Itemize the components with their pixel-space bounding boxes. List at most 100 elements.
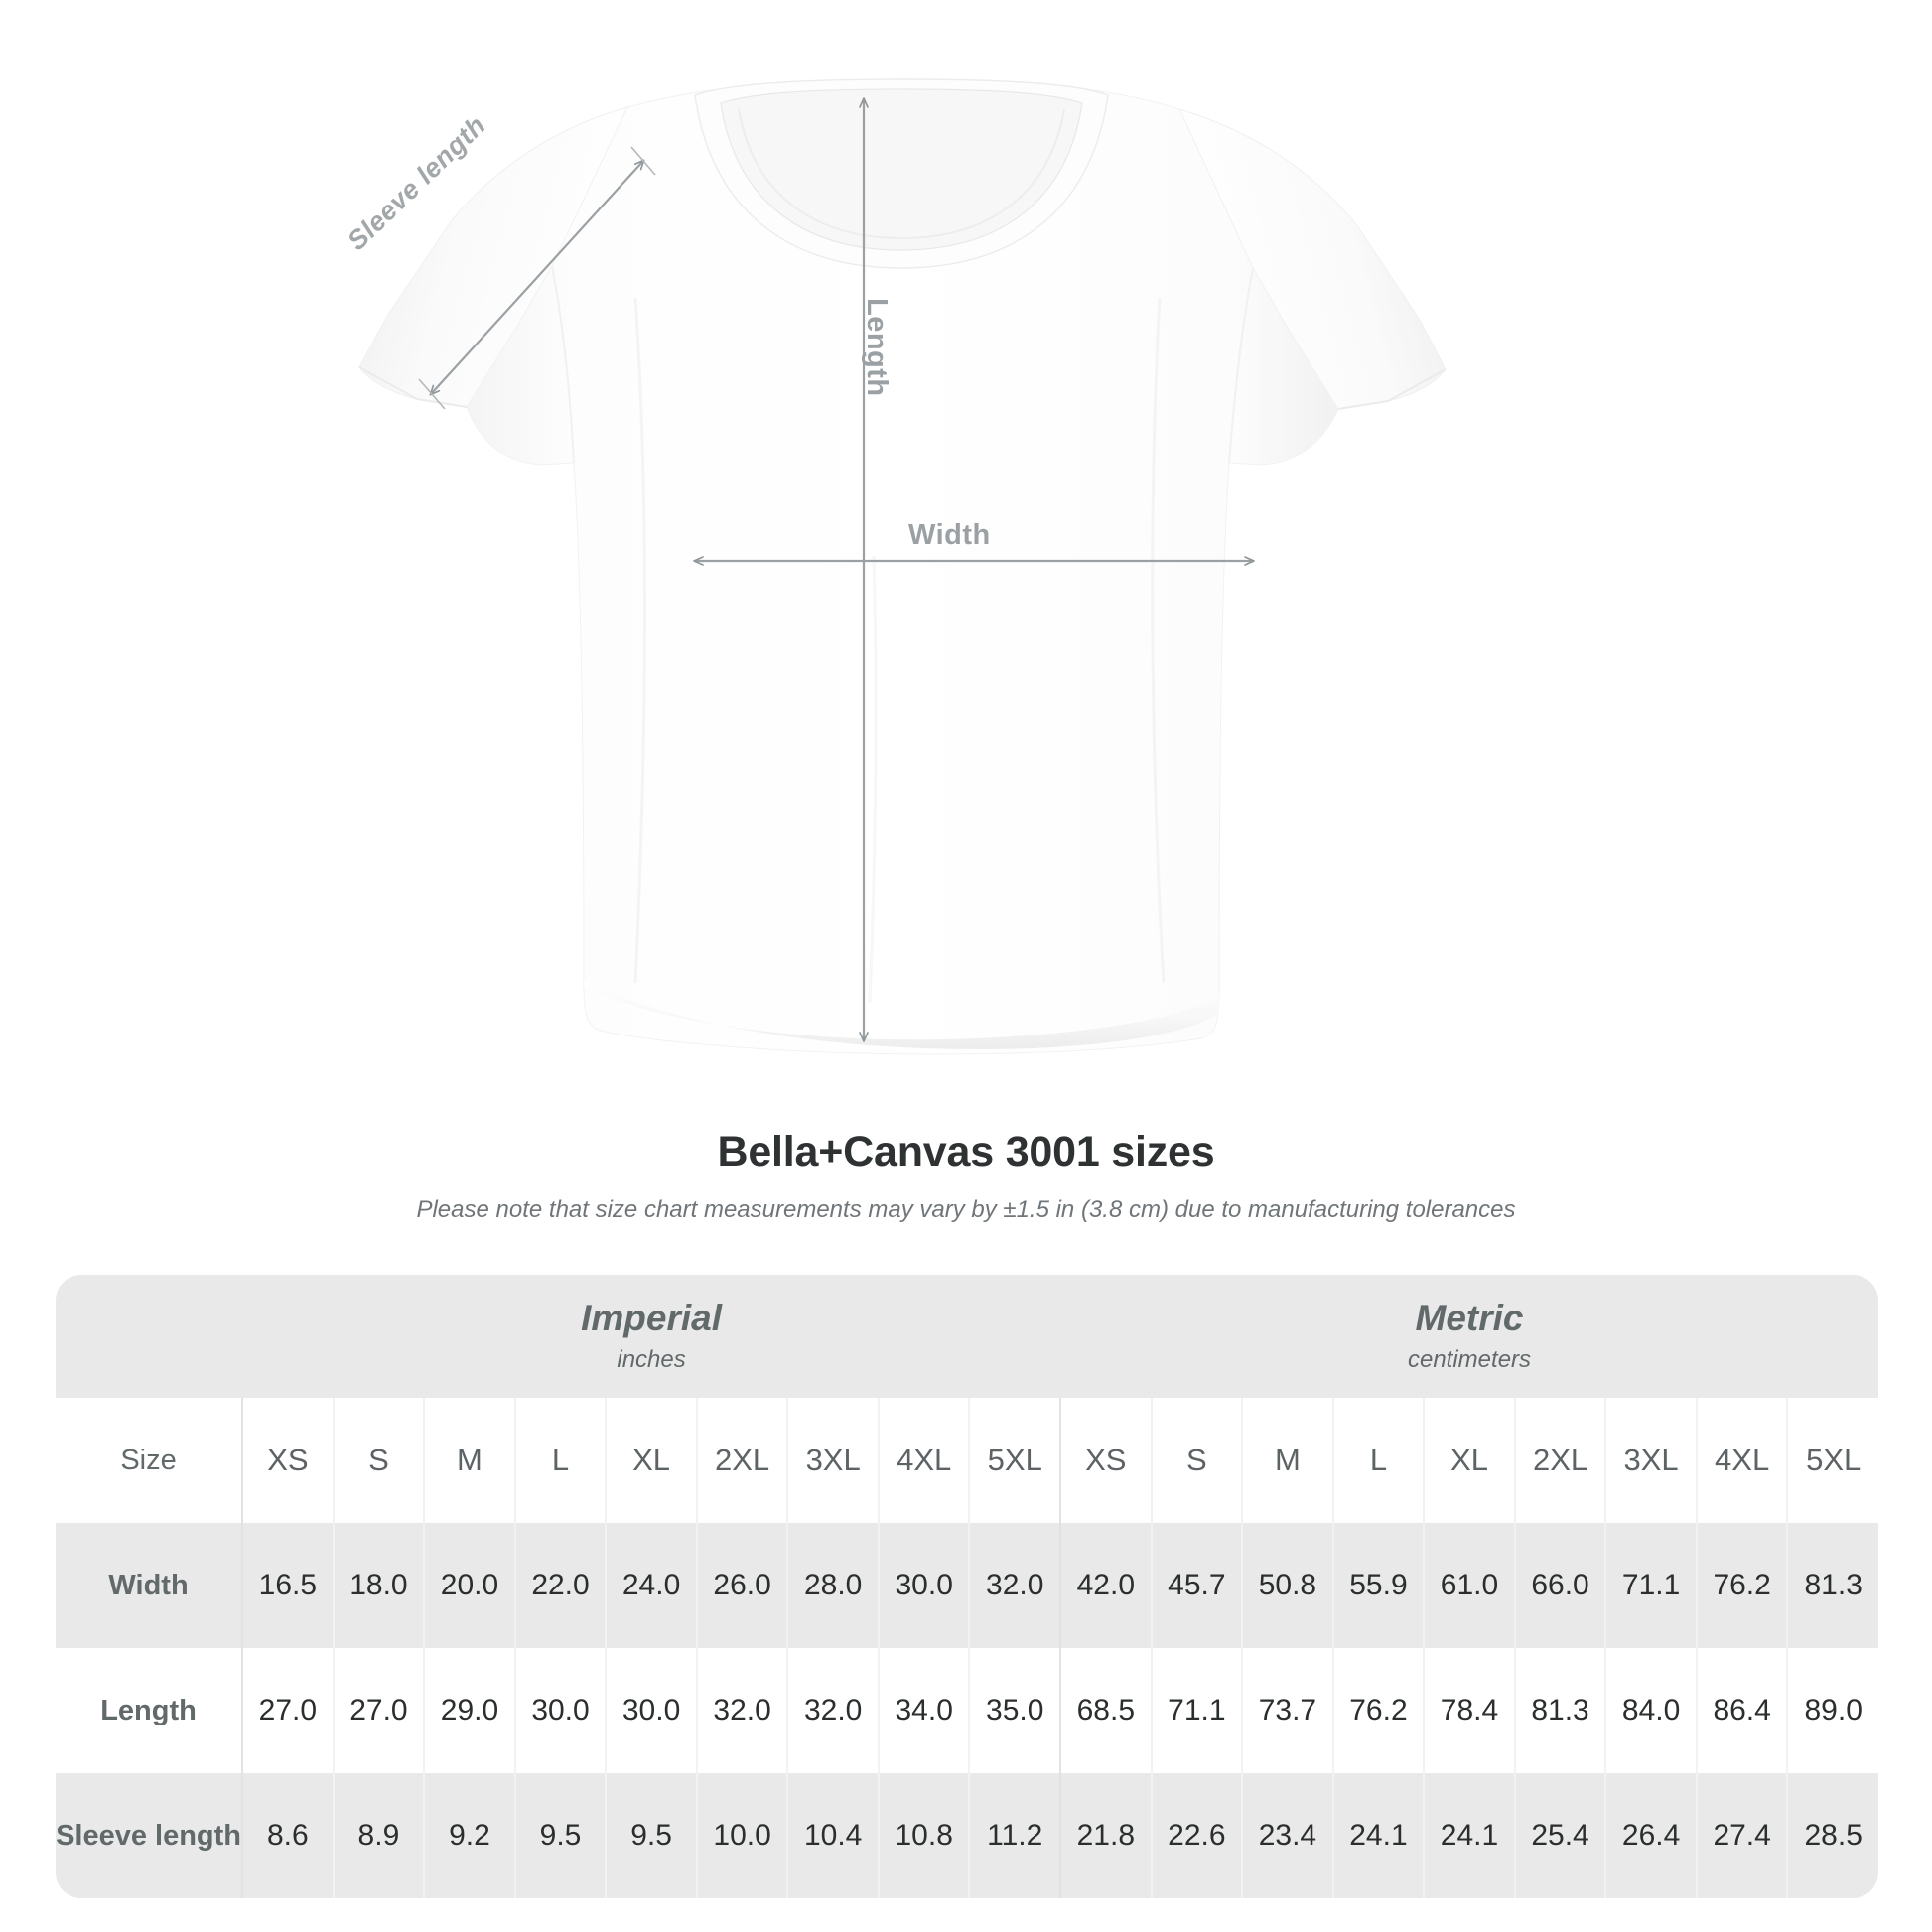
size-col-17: 5XL: [1786, 1398, 1878, 1523]
cell-width-0: 16.5: [241, 1523, 334, 1648]
cell-length-17: 89.0: [1786, 1648, 1878, 1773]
size-col-4: XL: [605, 1398, 697, 1523]
cell-width-15: 71.1: [1604, 1523, 1697, 1648]
unit-group-metric: Metric centimeters: [1060, 1275, 1878, 1398]
width-label: Width: [908, 519, 991, 551]
cell-sleeve-1: 8.9: [332, 1773, 425, 1898]
size-col-0: XS: [241, 1398, 334, 1523]
unit-blank-cell: [56, 1275, 243, 1398]
cell-sleeve-0: 8.6: [241, 1773, 334, 1898]
unit-name-metric: Metric: [1415, 1297, 1524, 1338]
cell-length-6: 32.0: [786, 1648, 879, 1773]
size-col-1: S: [332, 1398, 425, 1523]
size-col-7: 4XL: [877, 1398, 970, 1523]
cell-sleeve-7: 10.8: [877, 1773, 970, 1898]
size-header-row: Size XS S M L XL 2XL 3XL 4XL 5XL XS S M …: [56, 1398, 1878, 1523]
tshirt-body-shape: [358, 78, 1447, 1055]
cell-sleeve-13: 24.1: [1423, 1773, 1515, 1898]
cell-sleeve-12: 24.1: [1331, 1773, 1425, 1898]
cell-width-5: 26.0: [695, 1523, 788, 1648]
cell-length-11: 73.7: [1241, 1648, 1333, 1773]
cell-width-4: 24.0: [605, 1523, 697, 1648]
table-row: Sleeve length 8.6 8.9 9.2 9.5 9.5 10.0 1…: [56, 1773, 1878, 1898]
cell-width-17: 81.3: [1786, 1523, 1878, 1648]
size-col-16: 4XL: [1695, 1398, 1788, 1523]
cell-length-15: 84.0: [1604, 1648, 1697, 1773]
cell-length-2: 29.0: [423, 1648, 515, 1773]
unit-group-imperial: Imperial inches: [242, 1275, 1061, 1398]
cell-length-1: 27.0: [332, 1648, 425, 1773]
unit-sub-metric: centimeters: [1407, 1346, 1532, 1374]
tolerance-note: Please note that size chart measurements…: [416, 1196, 1516, 1223]
cell-width-3: 22.0: [513, 1523, 607, 1648]
row-label-length: Length: [56, 1648, 243, 1773]
cell-width-6: 28.0: [786, 1523, 879, 1648]
cell-length-5: 32.0: [695, 1648, 788, 1773]
cell-length-12: 76.2: [1331, 1648, 1425, 1773]
cell-width-7: 30.0: [877, 1523, 970, 1648]
size-col-5: 2XL: [695, 1398, 788, 1523]
cell-width-9: 42.0: [1059, 1523, 1152, 1648]
cell-length-3: 30.0: [513, 1648, 607, 1773]
cell-sleeve-6: 10.4: [786, 1773, 879, 1898]
size-col-10: S: [1150, 1398, 1243, 1523]
cell-width-13: 61.0: [1423, 1523, 1515, 1648]
cell-width-8: 32.0: [968, 1523, 1061, 1648]
size-row-label: Size: [56, 1398, 243, 1523]
row-label-sleeve-length: Sleeve length: [56, 1773, 243, 1898]
size-col-11: M: [1241, 1398, 1333, 1523]
cell-width-12: 55.9: [1331, 1523, 1425, 1648]
cell-width-11: 50.8: [1241, 1523, 1333, 1648]
cell-sleeve-15: 26.4: [1604, 1773, 1697, 1898]
cell-width-16: 76.2: [1695, 1523, 1788, 1648]
cell-width-2: 20.0: [423, 1523, 515, 1648]
page-title: Bella+Canvas 3001 sizes: [717, 1128, 1215, 1175]
cell-sleeve-11: 23.4: [1241, 1773, 1333, 1898]
cell-length-4: 30.0: [605, 1648, 697, 1773]
unit-header-row: Imperial inches Metric centimeters: [56, 1275, 1878, 1398]
cell-length-7: 34.0: [877, 1648, 970, 1773]
title-block: Bella+Canvas 3001 sizes Please note that…: [0, 1128, 1932, 1224]
table-row: Length 27.0 27.0 29.0 30.0 30.0 32.0 32.…: [56, 1648, 1878, 1773]
size-col-14: 2XL: [1513, 1398, 1606, 1523]
tshirt-diagram: Sleeve length Length Width: [342, 78, 1447, 1055]
size-col-13: XL: [1423, 1398, 1515, 1523]
cell-length-10: 71.1: [1150, 1648, 1243, 1773]
size-col-3: L: [513, 1398, 607, 1523]
cell-width-1: 18.0: [332, 1523, 425, 1648]
size-table: Imperial inches Metric centimeters Size …: [56, 1275, 1878, 1898]
row-label-width: Width: [56, 1523, 243, 1648]
unit-sub-imperial: inches: [617, 1346, 686, 1374]
unit-name-imperial: Imperial: [581, 1297, 723, 1338]
cell-sleeve-10: 22.6: [1150, 1773, 1243, 1898]
cell-sleeve-9: 21.8: [1059, 1773, 1152, 1898]
cell-length-16: 86.4: [1695, 1648, 1788, 1773]
size-col-6: 3XL: [786, 1398, 879, 1523]
cell-length-14: 81.3: [1513, 1648, 1606, 1773]
cell-width-10: 45.7: [1150, 1523, 1243, 1648]
cell-sleeve-14: 25.4: [1513, 1773, 1606, 1898]
cell-length-13: 78.4: [1423, 1648, 1515, 1773]
cell-length-9: 68.5: [1059, 1648, 1152, 1773]
cell-sleeve-4: 9.5: [605, 1773, 697, 1898]
cell-sleeve-16: 27.4: [1695, 1773, 1788, 1898]
cell-sleeve-3: 9.5: [513, 1773, 607, 1898]
cell-sleeve-17: 28.5: [1786, 1773, 1878, 1898]
size-table-wrap: Imperial inches Metric centimeters Size …: [56, 1275, 1878, 1898]
size-col-8: 5XL: [968, 1398, 1061, 1523]
sleeve-length-arrow: [418, 146, 656, 410]
length-label: Length: [861, 298, 893, 397]
size-col-9: XS: [1059, 1398, 1152, 1523]
size-col-2: M: [423, 1398, 515, 1523]
cell-length-8: 35.0: [968, 1648, 1061, 1773]
cell-sleeve-2: 9.2: [423, 1773, 515, 1898]
tshirt-illustration: [358, 78, 1447, 1055]
size-col-15: 3XL: [1604, 1398, 1697, 1523]
table-row: Width 16.5 18.0 20.0 22.0 24.0 26.0 28.0…: [56, 1523, 1878, 1648]
cell-length-0: 27.0: [241, 1648, 334, 1773]
cell-sleeve-5: 10.0: [695, 1773, 788, 1898]
size-col-12: L: [1331, 1398, 1425, 1523]
cell-sleeve-8: 11.2: [968, 1773, 1061, 1898]
cell-width-14: 66.0: [1513, 1523, 1606, 1648]
